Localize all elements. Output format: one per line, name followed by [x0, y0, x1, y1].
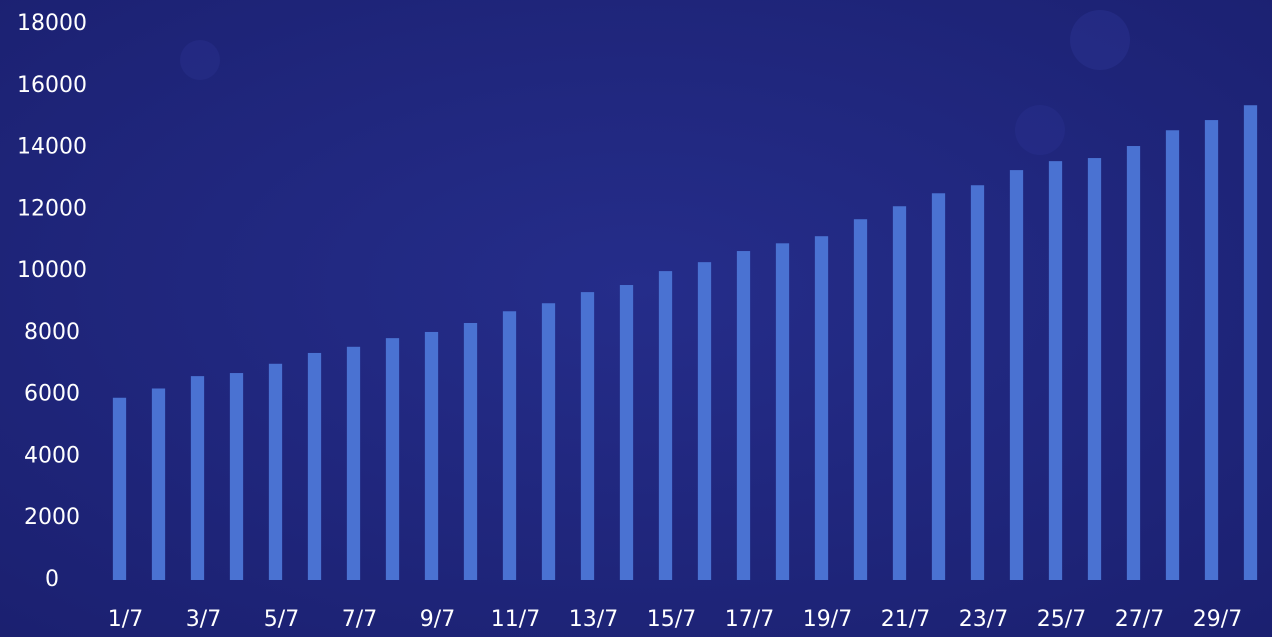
bar	[1204, 120, 1219, 580]
decoration	[1070, 10, 1130, 70]
bar	[814, 236, 829, 580]
bar	[697, 262, 712, 580]
x-tick-label: 11/7	[491, 607, 540, 632]
bar	[385, 338, 400, 580]
x-tick-label: 19/7	[803, 607, 852, 632]
y-tick-label: 16000	[17, 73, 87, 98]
x-tick-label: 3/7	[186, 607, 221, 632]
bar	[541, 303, 556, 580]
bar	[1126, 146, 1141, 580]
bar	[112, 397, 127, 580]
x-tick-label: 5/7	[264, 607, 299, 632]
y-tick-label: 6000	[24, 382, 80, 407]
bar	[1087, 158, 1102, 580]
bar	[1165, 130, 1180, 580]
x-tick-label: 13/7	[569, 607, 618, 632]
bar	[853, 219, 868, 580]
bar	[268, 363, 283, 580]
y-tick-label: 8000	[24, 320, 80, 345]
x-tick-label: 1/7	[108, 607, 143, 632]
bar	[658, 271, 673, 580]
x-tick-label: 15/7	[647, 607, 696, 632]
bar	[619, 285, 634, 580]
x-tick-label: 7/7	[342, 607, 377, 632]
y-tick-label: 10000	[17, 258, 87, 283]
bar	[307, 352, 322, 580]
bar	[892, 206, 907, 580]
decoration	[180, 40, 220, 80]
y-tick-label: 2000	[24, 505, 80, 530]
bar	[775, 243, 790, 581]
y-tick-label: 14000	[17, 135, 87, 160]
y-tick-label: 18000	[17, 11, 87, 36]
bar	[229, 373, 244, 580]
bar	[502, 311, 517, 580]
x-tick-label: 25/7	[1037, 607, 1086, 632]
bar	[580, 292, 595, 580]
bar	[931, 193, 946, 580]
x-tick-label: 29/7	[1193, 607, 1242, 632]
x-tick-label: 9/7	[420, 607, 455, 632]
bar	[1009, 170, 1024, 581]
bar	[970, 185, 985, 581]
bar	[424, 331, 439, 580]
bar	[1048, 161, 1063, 580]
x-tick-label: 27/7	[1115, 607, 1164, 632]
x-tick-label: 17/7	[725, 607, 774, 632]
y-tick-label: 12000	[17, 196, 87, 221]
bar	[346, 346, 361, 580]
bar	[736, 251, 751, 581]
x-tick-label: 23/7	[959, 607, 1008, 632]
bar	[463, 323, 478, 580]
x-tick-label: 21/7	[881, 607, 930, 632]
decoration	[1015, 105, 1065, 155]
bar	[1243, 105, 1258, 580]
bar	[190, 376, 205, 580]
y-tick-label: 0	[45, 567, 59, 592]
bar	[151, 388, 166, 580]
y-tick-label: 4000	[24, 443, 80, 468]
